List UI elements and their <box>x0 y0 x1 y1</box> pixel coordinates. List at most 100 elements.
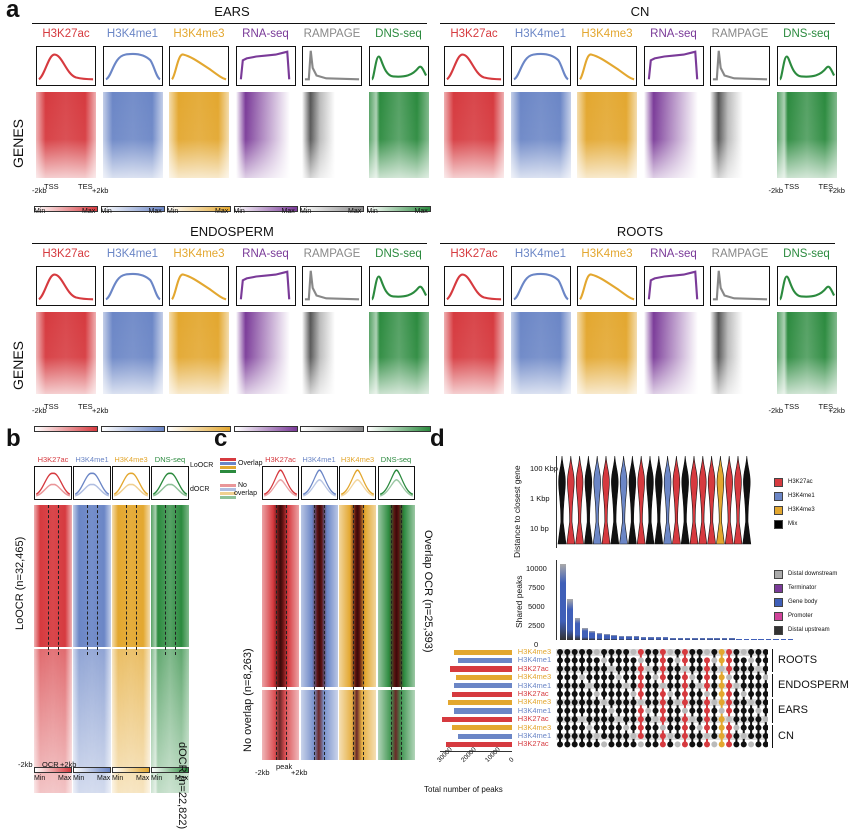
matrix-dot <box>564 741 571 748</box>
heatmap <box>776 92 837 178</box>
shared-peaks-bar <box>604 634 610 640</box>
matrix-dot <box>718 665 725 672</box>
total-peaks-bar <box>447 699 512 706</box>
shared-peaks-bar <box>780 638 786 640</box>
violin <box>619 455 628 545</box>
scale-min-label: Min <box>366 208 378 215</box>
matrix-dot <box>696 665 703 672</box>
scale-min-label: Min <box>300 208 312 215</box>
axis-tick-label: -2kb <box>32 186 47 195</box>
heatmap <box>510 92 571 178</box>
matrix-dot <box>755 716 762 723</box>
matrix-dot <box>681 716 688 723</box>
matrix-dot <box>718 716 725 723</box>
scale-max-label: Max <box>97 775 111 782</box>
matrix-dot <box>726 649 733 655</box>
matrix-dot <box>586 682 593 689</box>
matrix-dot <box>659 682 666 689</box>
shared-peaks-bar <box>618 635 625 640</box>
shared-peaks-bar <box>626 636 632 640</box>
legend-label: Terminator <box>788 585 817 591</box>
matrix-dot <box>601 733 608 739</box>
matrix-dot <box>645 741 652 748</box>
matrix-dot <box>557 691 563 697</box>
violin-tick: 10 bp <box>530 524 549 533</box>
matrix-dot <box>601 682 608 689</box>
axis-tick-label: -2kb <box>768 406 784 415</box>
heatmap <box>102 92 163 178</box>
matrix-dot <box>652 657 659 664</box>
matrix-dot <box>615 665 622 672</box>
profile-plot <box>235 266 296 306</box>
dashed-marker <box>285 505 287 760</box>
matrix-dot <box>615 716 622 723</box>
violin <box>592 455 602 545</box>
legend-overlap: Overlap <box>238 460 263 467</box>
matrix-dot <box>674 724 681 731</box>
matrix-dot <box>696 691 703 697</box>
heatmap-nooverlap <box>300 690 338 760</box>
heatmap <box>710 312 770 394</box>
matrix-dot <box>696 707 703 714</box>
matrix-dot <box>740 699 747 706</box>
track-label: H3K4me3 <box>581 248 633 260</box>
matrix-dot <box>601 674 608 681</box>
matrix-dot <box>704 724 710 731</box>
heatmap-nooverlap <box>262 690 299 760</box>
matrix-dot <box>674 716 681 723</box>
track-label: H3K27ac <box>42 248 90 260</box>
matrix-dot <box>615 707 622 714</box>
matrix-dot <box>748 691 755 697</box>
axis-tick-label: TES <box>818 182 834 191</box>
matrix-dot <box>579 682 586 689</box>
scale-max-label: Max <box>136 775 150 782</box>
matrix-dot <box>601 657 608 664</box>
matrix-dot <box>571 699 578 706</box>
matrix-dot <box>659 707 666 714</box>
shared-peaks-bar <box>721 638 728 640</box>
matrix-dot <box>630 674 637 681</box>
track-label: H3K4me1 <box>302 455 336 464</box>
matrix-dot <box>689 741 696 748</box>
violin <box>601 455 611 545</box>
color-scale-bar <box>167 206 231 212</box>
matrix-dot <box>674 674 681 681</box>
total-axis <box>440 750 512 752</box>
matrix-dot <box>659 691 666 697</box>
matrix-dot <box>586 699 593 706</box>
track-label: H3K27ac <box>42 28 90 40</box>
color-scale-bar <box>73 767 111 773</box>
matrix-dot <box>740 707 747 714</box>
color-scale-bar <box>34 426 98 432</box>
matrix-dot <box>615 682 622 689</box>
matrix-dot <box>696 741 703 748</box>
track-label: H3K27ac <box>450 248 498 260</box>
scale-min-label: Min <box>233 208 245 215</box>
bar-tick: 10000 <box>526 564 547 573</box>
color-scale-bar <box>233 426 298 432</box>
matrix-dot <box>623 707 630 714</box>
matrix-dot <box>755 724 762 731</box>
set-label: H3K27ac <box>517 663 549 673</box>
block-title: ENDOSPERM <box>190 224 274 239</box>
heatmap-overlap <box>262 505 299 687</box>
matrix-dot <box>608 674 615 681</box>
color-scale-bar <box>366 426 431 432</box>
scale-max-label: Max <box>58 775 72 782</box>
matrix-dot <box>726 657 733 664</box>
dashed-marker <box>97 505 98 655</box>
matrix-dot <box>696 674 703 681</box>
total-xlabel: Total number of peaks <box>424 785 503 794</box>
violin <box>654 455 664 545</box>
legend-overlap-2: overlap <box>234 490 257 497</box>
matrix-dot <box>615 741 622 748</box>
shared-peaks-bar <box>751 638 757 640</box>
matrix-dot <box>593 699 600 706</box>
matrix-dot <box>564 691 571 697</box>
matrix-dot <box>718 733 725 739</box>
heatmap <box>643 312 704 394</box>
matrix-dot <box>608 733 615 739</box>
matrix-dot <box>689 682 696 689</box>
matrix-dot <box>740 682 747 689</box>
dashed-marker <box>324 505 325 760</box>
